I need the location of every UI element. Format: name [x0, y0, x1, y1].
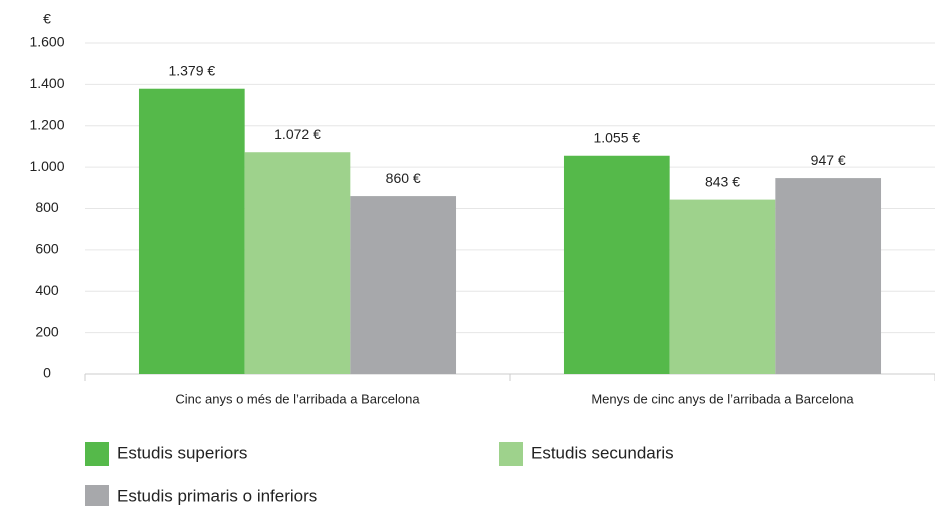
legend-label: Estudis primaris o inferiors [117, 486, 317, 505]
y-tick-label: 1.200 [29, 116, 64, 132]
bar [138, 88, 245, 375]
y-axis-label: € [43, 11, 51, 27]
y-tick-label: 0 [43, 365, 51, 381]
y-tick-label: 400 [35, 282, 59, 298]
value-label: 1.072 € [274, 126, 321, 142]
bar [350, 196, 457, 374]
value-label: 1.055 € [593, 129, 640, 145]
value-label: 1.379 € [168, 62, 215, 78]
legend-swatch [85, 485, 109, 506]
value-label: 860 € [386, 170, 421, 186]
legend-swatch [85, 442, 109, 466]
value-label: 843 € [705, 173, 740, 189]
y-tick-label: 1.600 [29, 34, 64, 50]
legend-label: Estudis secundaris [531, 443, 674, 462]
y-tick-label: 600 [35, 241, 59, 257]
x-tick-label: Cinc anys o més de l’arribada a Barcelon… [175, 391, 420, 406]
y-tick-label: 1.000 [29, 158, 64, 174]
y-tick-label: 1.400 [29, 75, 64, 91]
bar [244, 152, 351, 374]
value-label: 947 € [811, 152, 846, 168]
y-tick-label: 800 [35, 199, 59, 215]
bar [563, 155, 670, 374]
x-tick-label: Menys de cinc anys de l’arribada a Barce… [591, 391, 854, 406]
legend-swatch [499, 442, 523, 466]
bar [669, 199, 776, 374]
legend-label: Estudis superiors [117, 443, 247, 462]
y-tick-label: 200 [35, 323, 59, 339]
bar [775, 178, 882, 374]
